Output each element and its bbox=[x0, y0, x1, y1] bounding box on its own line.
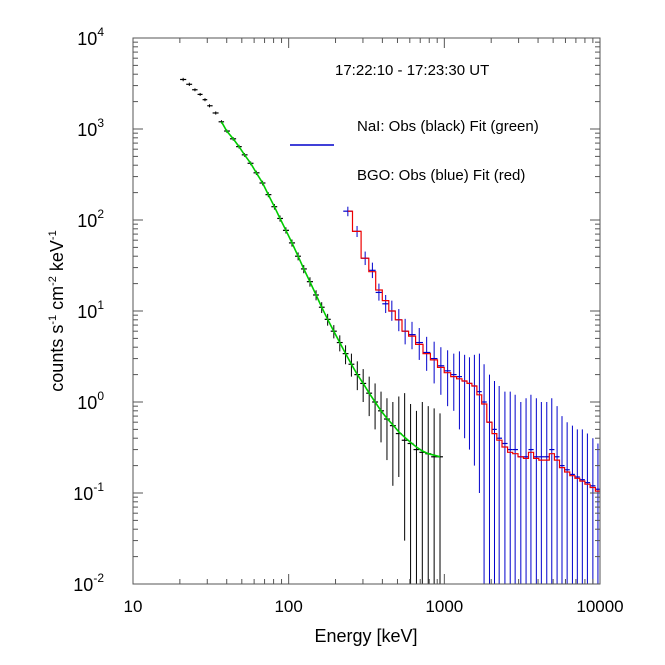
y-axis-label: counts s-1 cm-2 keV-1 bbox=[47, 230, 67, 391]
y-tick-label: 10-1 bbox=[73, 480, 104, 504]
y-tick-label: 100 bbox=[77, 389, 104, 413]
y-tick-label: 103 bbox=[77, 116, 104, 140]
chart-title: 17:22:10 - 17:23:30 UT bbox=[335, 62, 489, 79]
y-tick-label: 101 bbox=[77, 298, 104, 322]
x-tick-label: 1000 bbox=[425, 597, 463, 616]
legend-entry-bgo: BGO: Obs (blue) Fit (red) bbox=[357, 167, 525, 184]
x-axis-label: Energy [keV] bbox=[314, 626, 417, 646]
y-tick-label: 102 bbox=[77, 207, 104, 231]
series-bgo_fit bbox=[347, 210, 601, 492]
y-tick-label: 104 bbox=[77, 25, 104, 49]
x-tick-label: 100 bbox=[274, 597, 302, 616]
svg-text:counts s-1 cm-2 keV-1: counts s-1 cm-2 keV-1 bbox=[47, 230, 67, 391]
x-tick-label: 10 bbox=[124, 597, 143, 616]
series-nai_obs bbox=[180, 77, 443, 584]
legend-entry-nai: NaI: Obs (black) Fit (green) bbox=[357, 118, 539, 135]
y-tick-label: 10-2 bbox=[73, 571, 104, 595]
x-tick-label: 10000 bbox=[576, 597, 623, 616]
series-nai_fit bbox=[220, 121, 441, 458]
fit-step-line bbox=[347, 210, 601, 492]
fit-line bbox=[220, 121, 441, 458]
